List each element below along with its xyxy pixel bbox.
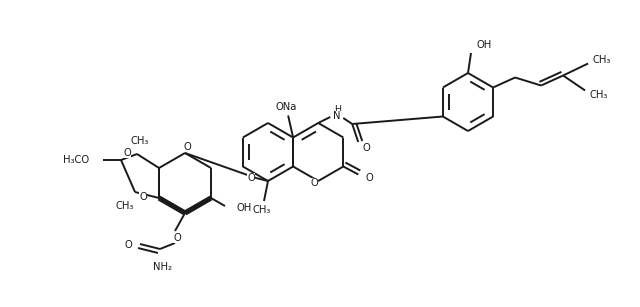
Text: NH₂: NH₂ <box>152 262 172 272</box>
Text: O: O <box>139 192 147 202</box>
Text: O: O <box>124 240 132 250</box>
Text: OH: OH <box>237 203 252 213</box>
Text: CH₃: CH₃ <box>131 136 149 146</box>
Text: O: O <box>183 142 191 152</box>
Text: CH₃: CH₃ <box>116 201 134 211</box>
Text: N: N <box>333 111 341 121</box>
Text: H: H <box>333 104 340 114</box>
Text: ONa: ONa <box>275 102 297 111</box>
Text: O: O <box>173 233 181 243</box>
Text: O: O <box>123 148 131 158</box>
Text: O: O <box>310 178 318 188</box>
Text: H₃CO: H₃CO <box>63 155 89 165</box>
Text: O: O <box>247 173 255 183</box>
Text: OH: OH <box>476 40 492 50</box>
Text: CH₃: CH₃ <box>590 90 608 99</box>
Text: CH₃: CH₃ <box>253 205 271 215</box>
Text: O: O <box>362 143 370 153</box>
Text: O: O <box>365 173 373 182</box>
Text: CH₃: CH₃ <box>593 55 611 64</box>
